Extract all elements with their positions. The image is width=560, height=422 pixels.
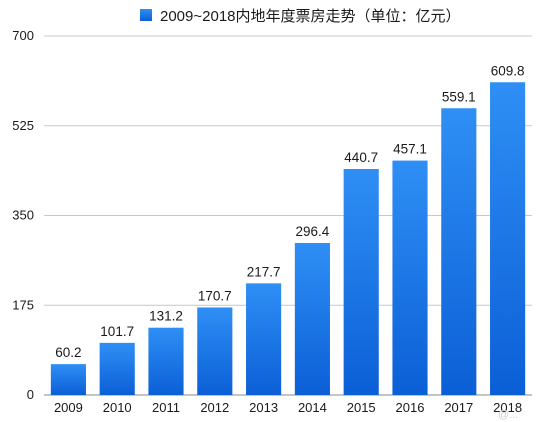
data-label: 217.7 [247, 264, 281, 279]
bar [246, 283, 282, 395]
bar [392, 160, 428, 395]
x-tick-label: 2017 [444, 400, 473, 415]
legend: 2009~2018内地年度票房走势（单位：亿元） [140, 8, 461, 25]
bar [50, 364, 86, 395]
data-label: 440.7 [344, 150, 378, 165]
data-label: 131.2 [149, 309, 183, 324]
x-tick-label: 2014 [298, 400, 327, 415]
legend-swatch [140, 9, 152, 21]
x-tick-label: 2010 [103, 400, 132, 415]
x-tick-label: 2013 [249, 400, 278, 415]
data-label: 296.4 [296, 224, 330, 239]
data-label: 457.1 [393, 142, 427, 157]
x-tick-label: 2009 [54, 400, 83, 415]
watermark-text: @... [498, 409, 518, 421]
data-label: 609.8 [491, 63, 525, 78]
x-tick-label: 2016 [396, 400, 425, 415]
x-tick-label: 2018 [493, 400, 522, 415]
y-tick-label: 350 [12, 208, 34, 223]
y-axis-ticks: 0 175 350 525 700 [12, 28, 34, 402]
bar [294, 242, 330, 395]
x-tick-label: 2015 [347, 400, 376, 415]
x-tick-label: 2011 [152, 400, 180, 415]
bar [197, 307, 233, 395]
data-label: 60.2 [55, 345, 81, 360]
bar [99, 342, 135, 395]
bars: 60.2 101.7 131.2 170.7 217.7 296.4 440.7 457.1 5… [50, 63, 526, 396]
y-tick-label: 700 [12, 28, 34, 43]
data-label: 559.1 [442, 89, 476, 104]
y-tick-label: 0 [27, 387, 34, 402]
bar [343, 168, 379, 395]
x-tick-label: 2012 [200, 400, 229, 415]
y-tick-label: 525 [12, 118, 34, 133]
legend-label: 2009~2018内地年度票房走势（单位：亿元） [160, 8, 461, 25]
y-tick-label: 175 [12, 297, 34, 312]
bar [148, 327, 184, 395]
data-label: 170.7 [198, 288, 232, 303]
bar [490, 82, 526, 396]
x-axis-ticks: 2009 2010 2011 2012 2013 2014 2015 2016 2017 2018 [54, 400, 522, 415]
bar [441, 108, 477, 396]
data-label: 101.7 [100, 324, 134, 339]
